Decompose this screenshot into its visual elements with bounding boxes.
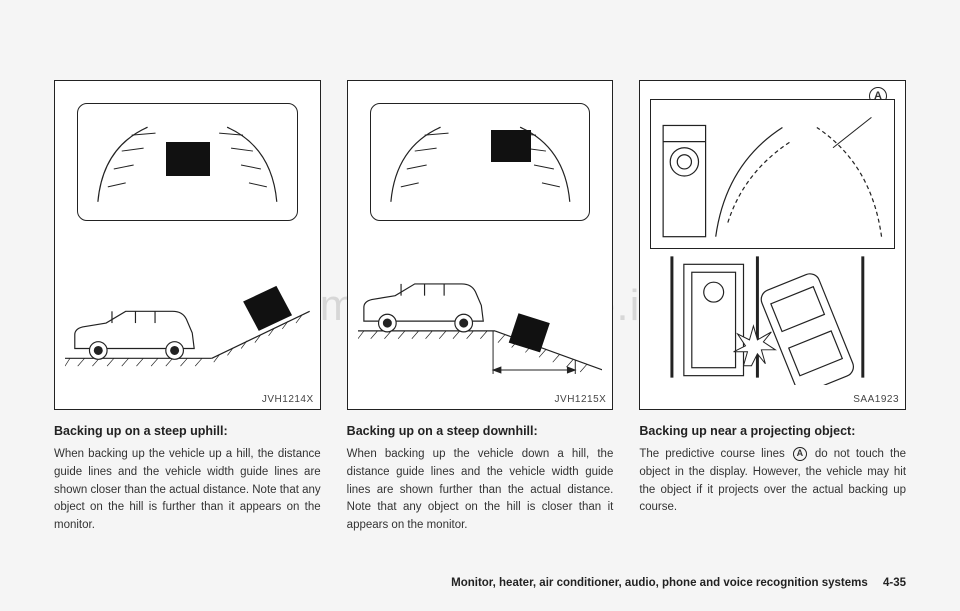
- camera-screen-3: [650, 99, 895, 249]
- body-text-2: When backing up the vehicle down a hill,…: [347, 446, 614, 535]
- column-2: JVH1215X Backing up on a steep downhill:…: [347, 80, 614, 535]
- footer-section: Monitor, heater, air conditioner, audio,…: [451, 577, 868, 589]
- body-text-1: When backing up the vehicle up a hill, t…: [54, 446, 321, 535]
- camera-screen-2: [370, 103, 591, 221]
- figure-downhill: JVH1215X: [347, 80, 614, 410]
- figure-projecting: A: [639, 80, 906, 410]
- figure-uphill: JVH1214X: [54, 80, 321, 410]
- caption-1: Backing up on a steep uphill:: [54, 424, 321, 438]
- object-box-1: [166, 142, 210, 176]
- figure-code-2: JVH1215X: [555, 394, 607, 405]
- figure-code-3: SAA1923: [853, 394, 899, 405]
- column-1: JVH1214X Backing up on a steep uphill: W…: [54, 80, 321, 535]
- column-3: A: [639, 80, 906, 535]
- camera-screen-1: [77, 103, 298, 221]
- object-box-2: [491, 130, 531, 162]
- body-3-pre: The predictive course lines: [639, 448, 790, 460]
- body-text-3: The predictive course lines A do not tou…: [639, 446, 906, 517]
- side-view-downhill: [358, 271, 603, 381]
- figure-code-1: JVH1214X: [262, 394, 314, 405]
- page-footer: Monitor, heater, air conditioner, audio,…: [451, 577, 906, 589]
- content-columns: JVH1214X Backing up on a steep uphill: W…: [0, 0, 960, 535]
- top-view-scene: [658, 250, 887, 385]
- side-view-uphill: [65, 271, 310, 381]
- caption-2: Backing up on a steep downhill:: [347, 424, 614, 438]
- footer-page: 4-35: [883, 577, 906, 589]
- inline-badge-a: A: [793, 447, 807, 461]
- caption-3: Backing up near a projecting object:: [639, 424, 906, 438]
